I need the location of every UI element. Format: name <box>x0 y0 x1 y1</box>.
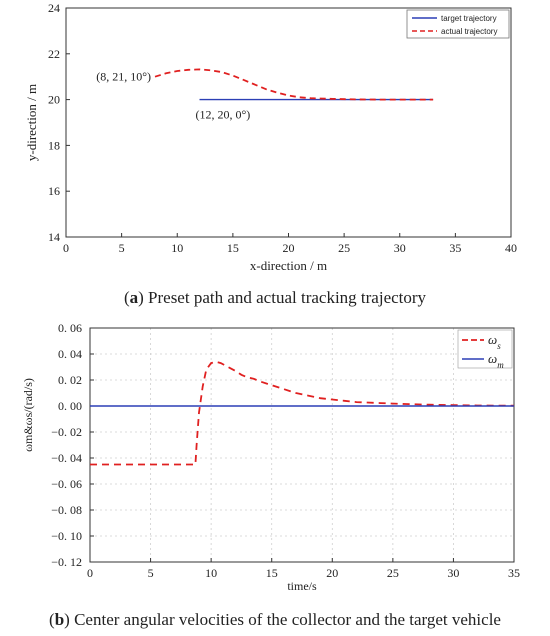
y-tick-label: 16 <box>48 184 60 198</box>
y-tick-label: 24 <box>48 1 60 15</box>
x-tick-label: 25 <box>387 566 399 580</box>
legend-a-box <box>406 9 510 39</box>
legend-a: target trajectory actual trajectory <box>406 9 510 39</box>
x-tick-label: 35 <box>508 566 520 580</box>
x-tick-label: 10 <box>205 566 217 580</box>
legend-target-label: target trajectory <box>441 14 497 23</box>
x-tick-label: 25 <box>338 241 350 255</box>
x-tick-label: 40 <box>505 241 517 255</box>
y-tick-label: −0. 02 <box>51 425 82 439</box>
y-tick-label: 18 <box>48 138 60 152</box>
caption-b-letter: b <box>54 610 65 629</box>
chart-a: 0 5 10 15 20 25 30 35 40 14 16 18 20 22 24 x-direction … <box>24 1 517 273</box>
legend-actual-label: actual trajectory <box>441 27 497 36</box>
y-tick-label: 0. 06 <box>58 321 82 335</box>
y-tick-label: 0. 02 <box>58 373 82 387</box>
caption-b-text: Center angular velocities of the collect… <box>69 610 501 629</box>
x-tick-label: 5 <box>148 566 154 580</box>
y-tick-label: 14 <box>48 230 60 244</box>
x-tick-label: 15 <box>227 241 239 255</box>
x-tick-label: 15 <box>266 566 278 580</box>
x-tick-label: 0 <box>87 566 93 580</box>
x-tick-label: 0 <box>63 241 69 255</box>
y-tick-label: −0. 10 <box>51 529 82 543</box>
x-tick-label: 30 <box>394 241 406 255</box>
actual-trajectory-line <box>154 68 434 101</box>
y-tick-label: −0. 04 <box>51 451 82 465</box>
plot-area-frame <box>89 327 515 563</box>
x-axis-label: time/s <box>287 579 317 593</box>
y-axis-label: ωm&ωs/(rad/s) <box>21 378 35 452</box>
y-tick-label: −0. 08 <box>51 503 82 517</box>
annotation-target-start: (12, 20, 0°) <box>196 108 251 122</box>
legend-b-box <box>457 329 513 369</box>
y-tick-label: −0. 12 <box>51 555 82 569</box>
caption-a: (a) Preset path and actual tracking traj… <box>123 288 427 307</box>
x-tick-label: 5 <box>119 241 125 255</box>
y-axis-label: y-direction / m <box>24 84 39 161</box>
x-tick-label: 20 <box>283 241 295 255</box>
y-tick-label: 0. 00 <box>58 399 82 413</box>
y-tick-label: 22 <box>48 47 60 61</box>
y-tick-label: 0. 04 <box>58 347 82 361</box>
x-axis-label: x-direction / m <box>250 258 327 273</box>
caption-b: (b) Center angular velocities of the col… <box>49 610 501 629</box>
caption-a-text: Preset path and actual tracking trajecto… <box>143 288 427 307</box>
x-tick-label: 20 <box>326 566 338 580</box>
x-tick-label: 10 <box>171 241 183 255</box>
y-tick-label: −0. 06 <box>51 477 82 491</box>
caption-a-letter: a <box>129 288 139 307</box>
x-tick-label: 35 <box>449 241 461 255</box>
annotation-start-point: (8, 21, 10°) <box>96 70 151 84</box>
chart-b: 0 5 10 15 20 25 30 35 0. 06 0. 04 0. 02 0. 00 −0. 02… <box>21 321 520 593</box>
x-tick-label: 30 <box>447 566 459 580</box>
omega-s-line <box>90 360 515 466</box>
y-tick-label: 20 <box>48 93 60 107</box>
plot-area-frame <box>65 7 512 238</box>
